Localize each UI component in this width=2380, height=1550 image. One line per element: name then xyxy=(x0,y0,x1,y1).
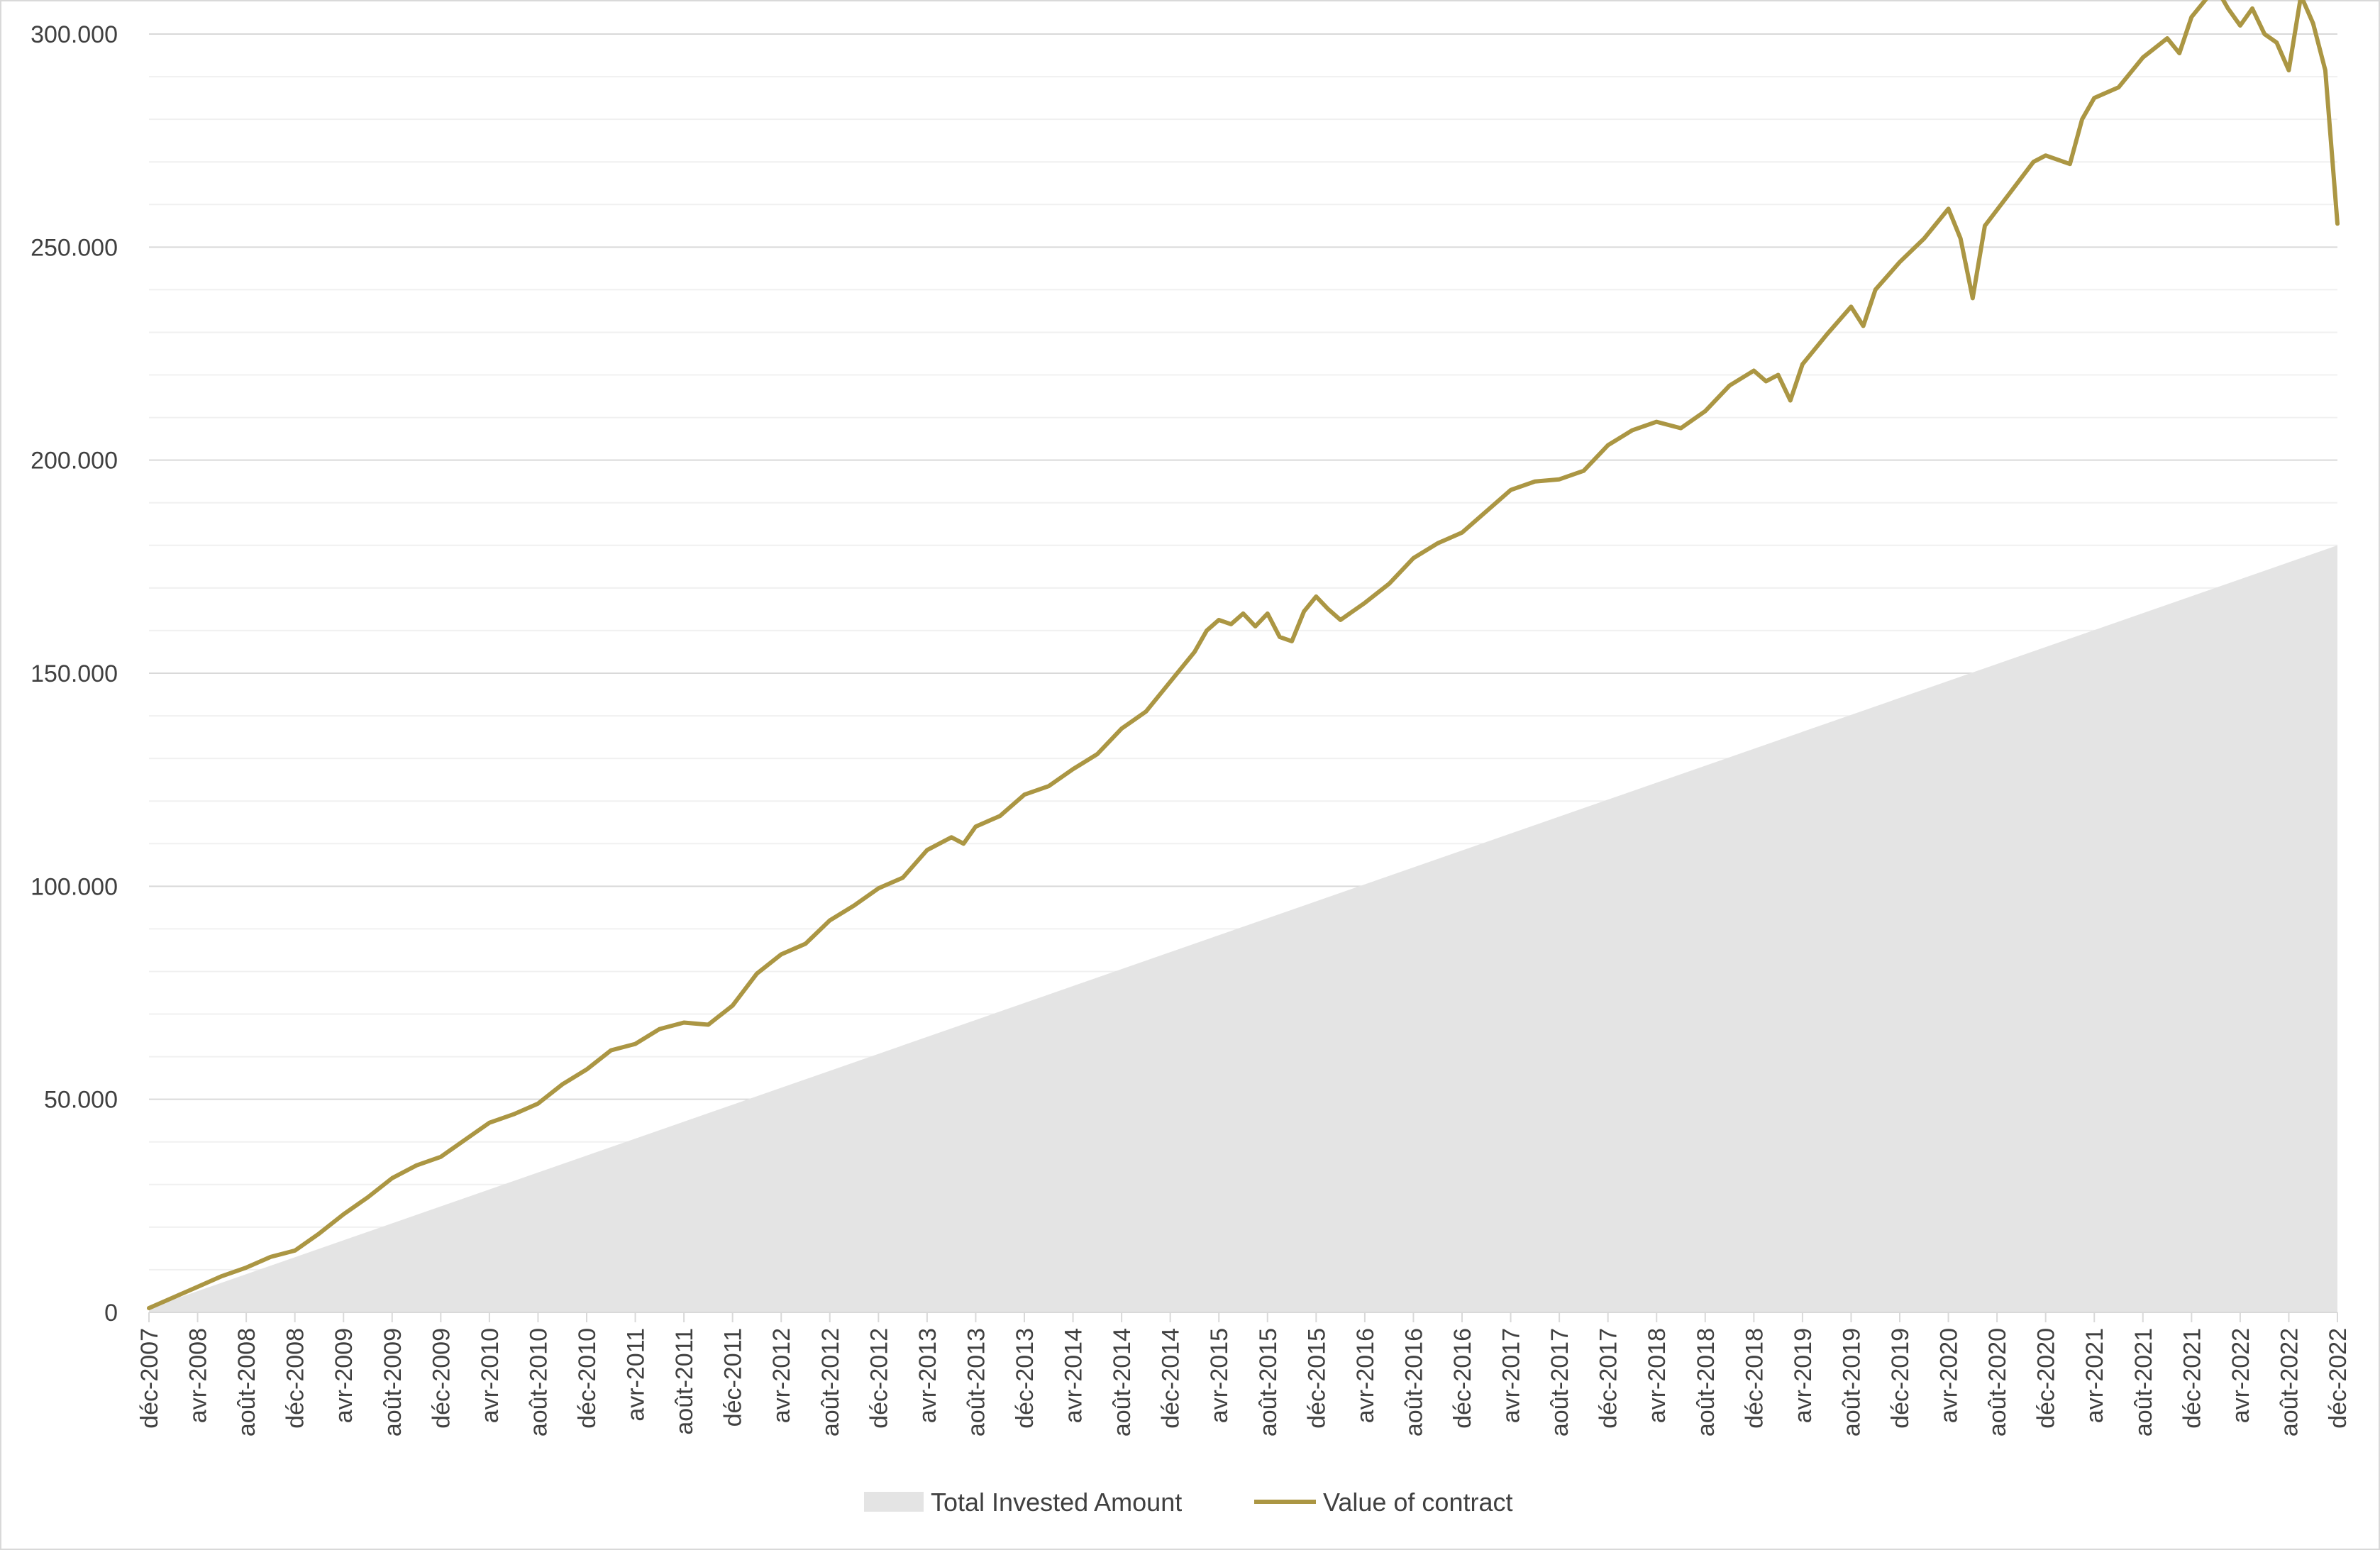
x-tick-label: août-2011 xyxy=(671,1328,698,1435)
x-tick-label: août-2019 xyxy=(1838,1328,1865,1436)
x-tick-label: déc-2013 xyxy=(1012,1328,1039,1429)
y-tick-label: 200.000 xyxy=(31,448,118,475)
x-tick-label: déc-2016 xyxy=(1449,1328,1476,1429)
x-tick-label: août-2021 xyxy=(2130,1328,2157,1436)
x-tick-label: déc-2009 xyxy=(428,1328,455,1429)
line-series-layer xyxy=(147,0,2340,1310)
y-tick-label: 100.000 xyxy=(31,873,118,900)
x-tick-label: avr-2014 xyxy=(1061,1328,1087,1423)
x-tick-label: avr-2018 xyxy=(1644,1328,1671,1423)
x-tick-label: avr-2016 xyxy=(1352,1328,1379,1423)
x-tick-label: déc-2022 xyxy=(2325,1328,2352,1429)
x-tick-label: août-2010 xyxy=(525,1328,552,1436)
x-tick-label: avr-2013 xyxy=(914,1328,941,1423)
total-invested-area xyxy=(149,545,2337,1312)
x-tick-label: avr-2021 xyxy=(2081,1328,2108,1423)
x-tick-label: août-2018 xyxy=(1693,1328,1720,1436)
y-axis: 0 50.000 100.000 150.000 200.000 250.000 300.0… xyxy=(31,21,118,1327)
x-tick-label: avr-2008 xyxy=(185,1328,212,1423)
x-tick-label: déc-2015 xyxy=(1303,1328,1330,1429)
x-tick-label: déc-2018 xyxy=(1741,1328,1768,1429)
x-tick-label: déc-2014 xyxy=(1158,1328,1185,1429)
value-of-contract-line xyxy=(147,0,2340,1310)
x-tick-label: avr-2017 xyxy=(1498,1328,1525,1423)
x-tick-label: déc-2010 xyxy=(574,1328,601,1429)
x-tick-label: déc-2020 xyxy=(2033,1328,2060,1429)
x-tick-label: avr-2022 xyxy=(2227,1328,2254,1423)
y-tick-label: 250.000 xyxy=(31,234,118,261)
y-tick-label: 150.000 xyxy=(31,660,118,687)
x-tick-label: avr-2015 xyxy=(1206,1328,1233,1423)
x-tick-label: avr-2012 xyxy=(768,1328,795,1423)
x-tick-label: avr-2019 xyxy=(1790,1328,1817,1423)
legend-label-value-of-contract: Value of contract xyxy=(1323,1488,1513,1517)
y-tick-label: 50.000 xyxy=(44,1087,118,1114)
x-tick-label: déc-2017 xyxy=(1595,1328,1622,1429)
y-tick-label: 300.000 xyxy=(31,21,118,48)
legend-swatch-total-invested xyxy=(864,1492,924,1512)
x-tick-label: avr-2009 xyxy=(331,1328,358,1423)
x-tick-label: août-2022 xyxy=(2276,1328,2303,1436)
x-tick-label: avr-2011 xyxy=(623,1328,650,1422)
x-tick-label: août-2008 xyxy=(233,1328,260,1436)
x-tick-label: août-2014 xyxy=(1109,1328,1136,1436)
y-tick-label: 0 xyxy=(104,1300,118,1327)
legend-label-total-invested: Total Invested Amount xyxy=(931,1488,1182,1517)
x-tick-label: déc-2012 xyxy=(865,1328,892,1429)
x-tick-label: août-2015 xyxy=(1255,1328,1282,1436)
x-tick-label: août-2017 xyxy=(1546,1328,1573,1436)
area-series-layer xyxy=(149,545,2337,1312)
x-tick-label: août-2012 xyxy=(817,1328,844,1436)
x-tick-label: déc-2011 xyxy=(720,1328,747,1427)
x-tick-label: déc-2019 xyxy=(1887,1328,1914,1429)
x-tick-label: avr-2010 xyxy=(477,1328,504,1423)
x-tick-label: déc-2021 xyxy=(2179,1328,2205,1429)
x-tick-label: déc-2008 xyxy=(282,1328,309,1429)
x-tick-label: déc-2007 xyxy=(136,1328,163,1429)
x-tick-label: août-2020 xyxy=(1984,1328,2011,1436)
x-tick-label: avr-2020 xyxy=(1936,1328,1963,1423)
x-axis: déc-2007 avr-2008 août-2008 déc-2008 avr-200… xyxy=(136,1312,2352,1436)
x-tick-label: août-2013 xyxy=(963,1328,990,1436)
x-tick-label: août-2016 xyxy=(1400,1328,1427,1436)
legend: Total Invested Amount Value of contract xyxy=(864,1488,1513,1517)
x-tick-label: août-2009 xyxy=(380,1328,406,1436)
